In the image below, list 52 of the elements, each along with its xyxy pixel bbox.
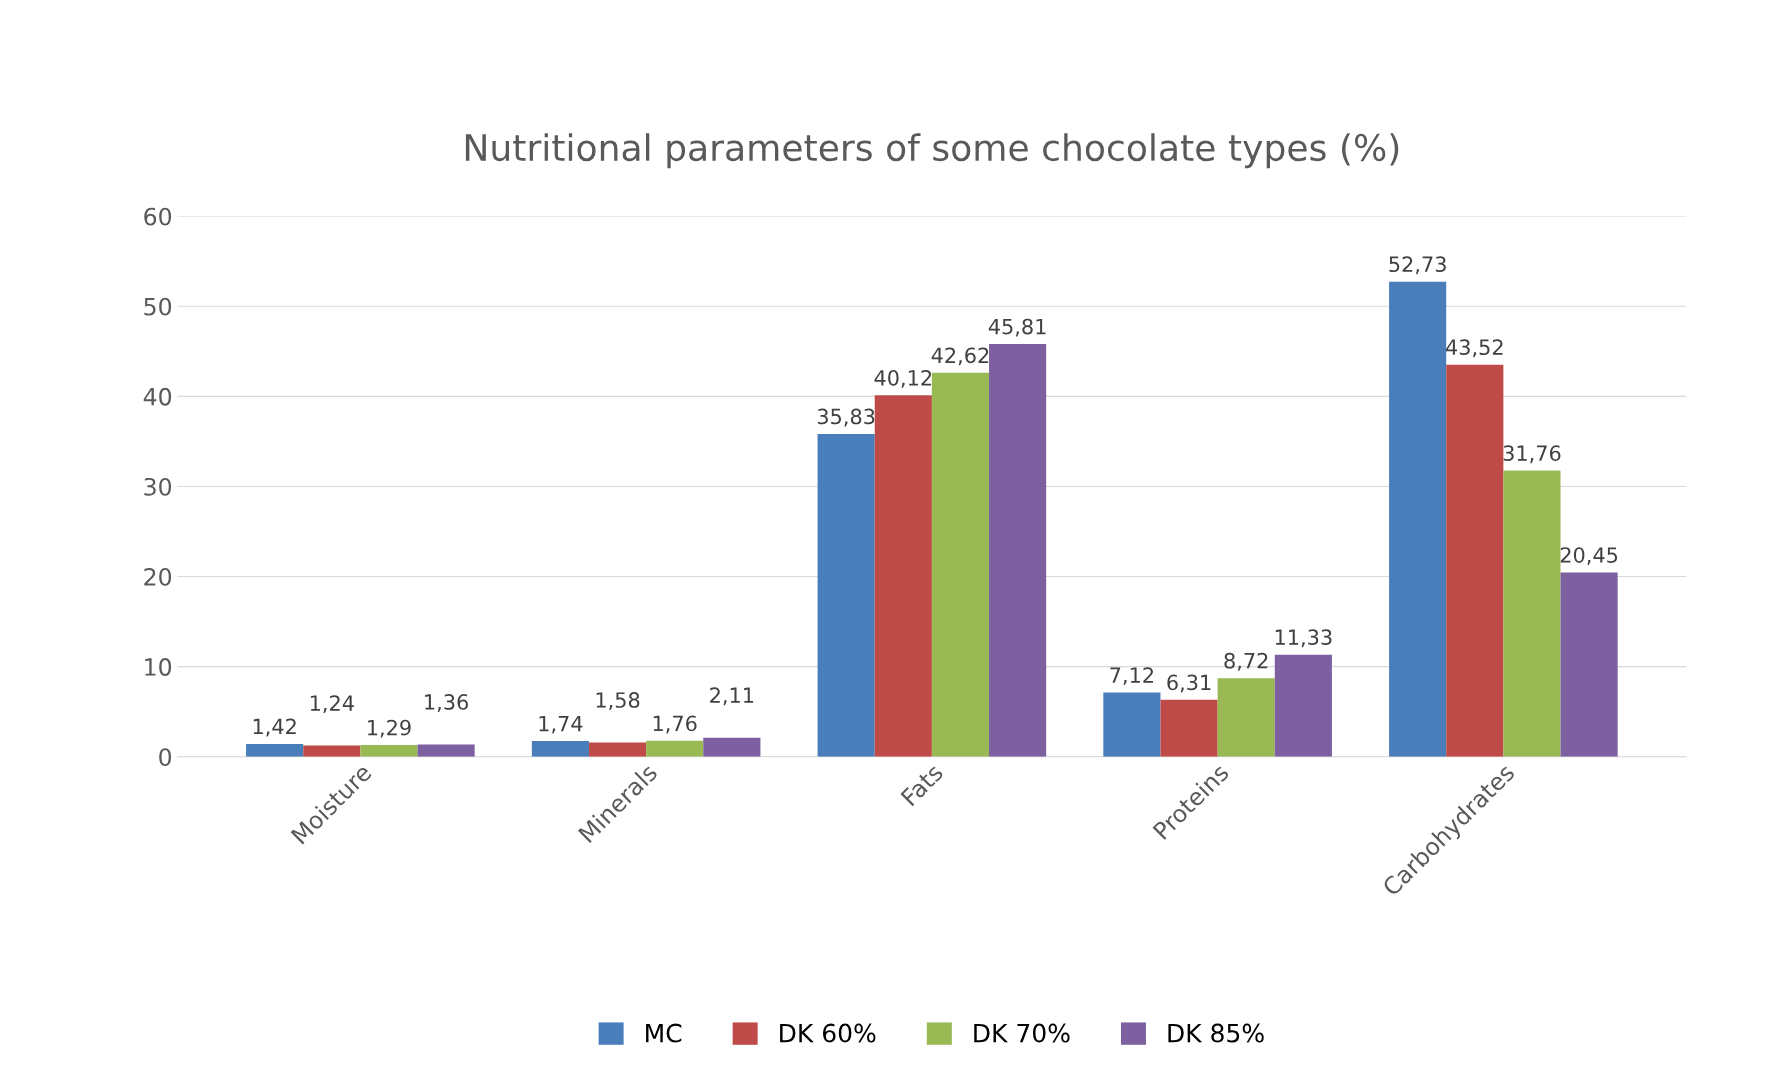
y-tick-label: 10 [145,658,172,676]
bar [1274,654,1332,757]
data-label: 1,36 [425,694,468,712]
data-label: 1,24 [310,695,354,714]
y-tick-label: 40 [143,387,172,406]
data-label: 1,74 [539,715,583,734]
data-label: 52,73 [1389,256,1446,275]
legend-label: MC [646,1023,682,1043]
bar [931,372,990,757]
chart-title: Nutritional parameters of some chocolate types (%) [465,133,1399,169]
bar [1389,281,1447,757]
bar [417,744,475,757]
data-label: 45,81 [988,318,1046,337]
data-label: 20,45 [1560,547,1618,566]
legend-label: DK 70% [974,1023,1070,1043]
legend-label: DK 85% [1168,1023,1264,1043]
data-label: 11,33 [1275,629,1332,648]
bar [360,745,418,757]
data-label: 1,58 [596,692,640,710]
x-tick-label: Fats [900,762,944,807]
data-label: 7,12 [1110,667,1154,686]
bar [1103,692,1161,757]
data-label: 6,31 [1167,674,1211,693]
y-tick-label: 30 [144,477,172,496]
bar [1446,364,1504,757]
data-label: 1,29 [368,719,411,738]
y-tick-label: 20 [144,567,172,586]
y-tick-label: 50 [144,297,172,316]
data-label: 40,12 [874,369,932,388]
bar [1217,678,1275,757]
legend-label: DK 60% [780,1023,876,1043]
data-label: 1,42 [253,718,296,737]
data-label: 35,83 [817,408,875,427]
data-label: 43,52 [1445,339,1503,358]
bar [874,395,932,757]
bar [531,741,589,757]
data-label: 31,76 [1503,445,1561,464]
data-label: 2,11 [710,687,754,706]
bar [1560,572,1618,757]
data-label: 8,72 [1224,652,1268,671]
data-label: 1,76 [653,715,697,734]
bar [989,344,1047,757]
bar [703,737,761,757]
bar [588,742,647,757]
bar [246,743,304,757]
data-label: 42,62 [931,347,989,366]
bar [646,740,704,757]
bar [817,433,875,757]
bar [1160,699,1218,757]
y-tick-label: 0 [159,748,172,767]
bar [1503,470,1561,757]
y-tick-label: 60 [144,207,172,226]
